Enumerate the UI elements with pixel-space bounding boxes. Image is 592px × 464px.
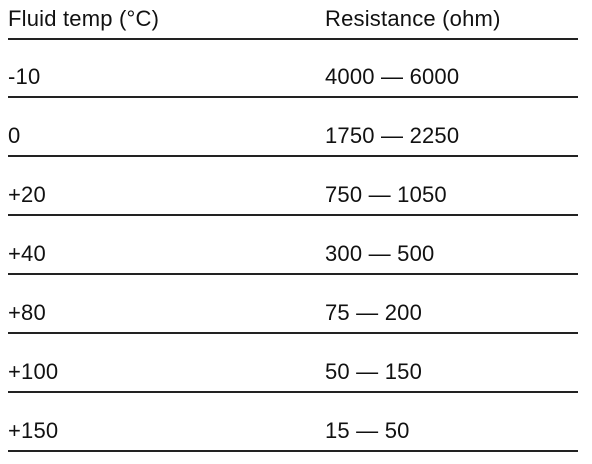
row-rule bbox=[8, 332, 578, 334]
row-rule bbox=[8, 214, 578, 216]
column-header: Fluid temp (°C) bbox=[8, 6, 160, 31]
row-rule bbox=[8, 273, 578, 275]
table-cell: 300 — 500 bbox=[325, 241, 435, 266]
table-cell: 50 — 150 bbox=[325, 359, 423, 384]
row-rule bbox=[8, 155, 578, 157]
table-cell: -10 bbox=[8, 64, 41, 89]
row-rule bbox=[8, 96, 578, 98]
row-rule bbox=[8, 450, 578, 452]
table-cell: 75 — 200 bbox=[325, 300, 423, 325]
table-cell: 15 — 50 bbox=[325, 418, 410, 443]
table-cell: +100 bbox=[8, 359, 59, 384]
column-header: Resistance (ohm) bbox=[325, 6, 501, 31]
table-cell: +40 bbox=[8, 241, 46, 266]
table-cell: 1750 — 2250 bbox=[325, 123, 460, 148]
table-cell: +20 bbox=[8, 182, 46, 207]
table-cell: +150 bbox=[8, 418, 59, 443]
header-rule bbox=[8, 38, 578, 40]
row-rule bbox=[8, 391, 578, 393]
table-cell: 750 — 1050 bbox=[325, 182, 447, 207]
table-cell: 4000 — 6000 bbox=[325, 64, 460, 89]
table-cell: 0 bbox=[8, 123, 21, 148]
table-cell: +80 bbox=[8, 300, 46, 325]
